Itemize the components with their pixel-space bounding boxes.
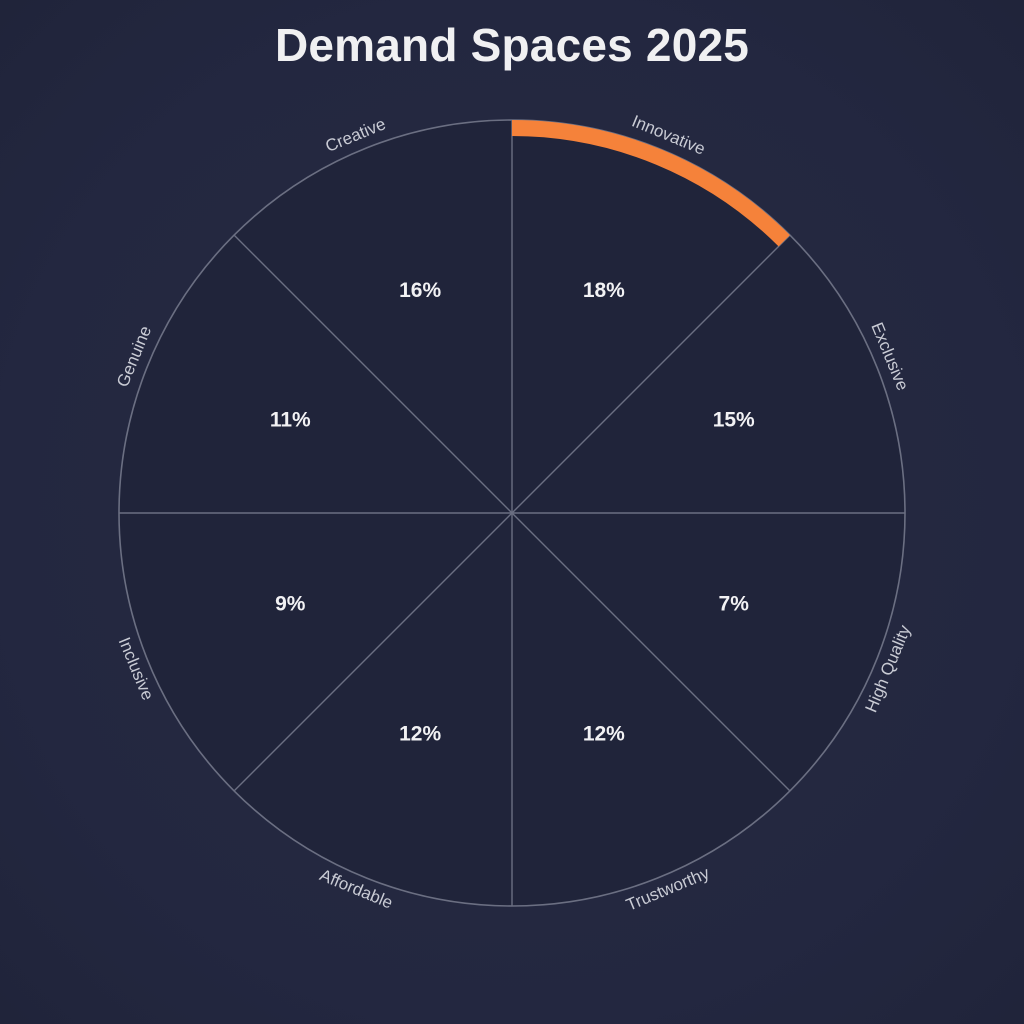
divider-line <box>233 234 513 514</box>
segment-creative <box>234 120 512 513</box>
segment-affordable <box>234 513 512 906</box>
segment-inclusive <box>119 513 512 791</box>
segment-high-quality <box>512 513 905 791</box>
divider-line <box>511 234 791 514</box>
value-label-trustworthy: 12% <box>583 722 625 745</box>
value-label-genuine: 11% <box>270 409 311 432</box>
divider-line <box>233 512 513 792</box>
segment-genuine <box>119 235 512 513</box>
segment-trustworthy <box>512 513 790 906</box>
value-label-inclusive: 9% <box>275 592 306 615</box>
value-label-affordable: 12% <box>399 722 441 745</box>
value-label-creative: 16% <box>399 279 441 302</box>
chart-title: Demand Spaces 2025 <box>274 19 750 71</box>
value-label-innovative: 18% <box>583 279 625 302</box>
value-label-high-quality: 7% <box>719 592 750 615</box>
highlight-arc-innovative <box>511 120 790 247</box>
segments-group <box>119 120 905 906</box>
segment-exclusive <box>512 235 905 513</box>
value-labels-group: 18% 15% 7% 12% 12% 9% 11% 16% <box>270 279 755 745</box>
value-label-exclusive: 15% <box>713 409 755 432</box>
divider-line <box>511 512 791 792</box>
segment-innovative <box>512 120 790 513</box>
dividers-group <box>119 120 905 906</box>
